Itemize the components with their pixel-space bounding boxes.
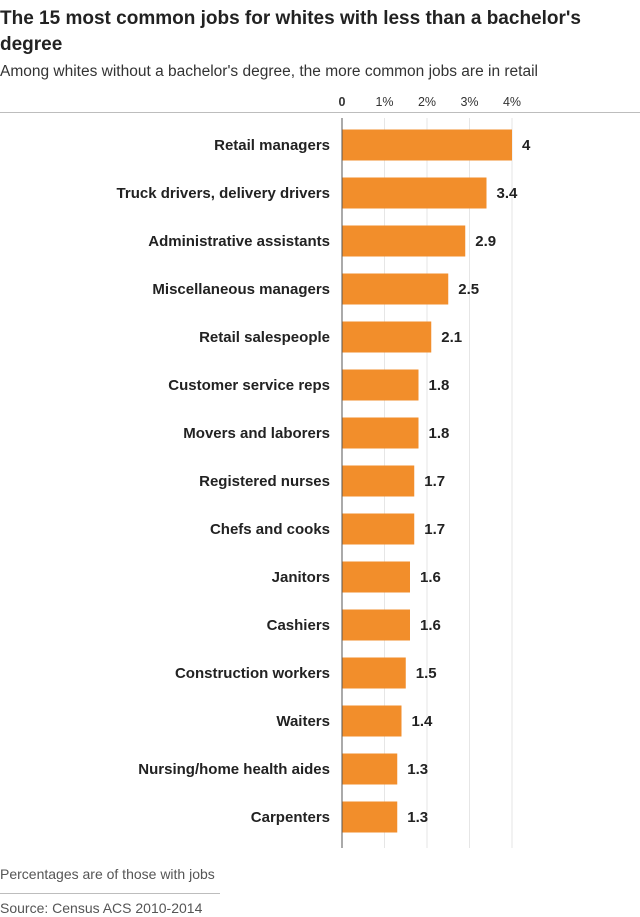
value-label: 1.6: [420, 617, 441, 634]
value-label: 1.5: [416, 665, 437, 682]
value-label: 1.7: [424, 473, 445, 490]
axis-top-rule: [0, 112, 640, 113]
category-label: Waiters: [276, 713, 330, 730]
chart-note: Percentages are of those with jobs: [0, 866, 215, 882]
value-labels: 4 3.4 2.9 2.5 2.1 1.8 1.8 1.7 1.7 1.6 1.6 1.5 1.4 1.3…: [407, 137, 531, 826]
bar: [342, 657, 406, 689]
category-label: Chefs and cooks: [210, 521, 330, 538]
category-label: Truck drivers, delivery drivers: [117, 185, 330, 202]
bar: [342, 609, 410, 641]
category-label: Nursing/home health aides: [138, 761, 330, 778]
bar: [342, 801, 398, 833]
value-label: 2.9: [475, 233, 496, 250]
category-label: Cashiers: [267, 617, 330, 634]
chart-subtitle: Among whites without a bachelor's degree…: [0, 63, 538, 80]
bars: [342, 129, 512, 833]
bar: [342, 753, 398, 785]
category-label: Administrative assistants: [148, 233, 330, 250]
category-label: Retail managers: [214, 137, 330, 154]
bar: [342, 177, 487, 209]
bar: [342, 561, 410, 593]
value-label: 2.5: [458, 281, 479, 298]
value-label: 3.4: [497, 185, 519, 202]
bar: [342, 705, 402, 737]
category-label: Retail salespeople: [199, 329, 330, 346]
category-label: Janitors: [272, 569, 330, 586]
x-tick-label: 0: [339, 95, 346, 109]
value-label: 1.6: [420, 569, 441, 586]
bar: [342, 417, 419, 449]
category-label: Miscellaneous managers: [152, 281, 330, 298]
category-label: Construction workers: [175, 665, 330, 682]
x-tick-label: 2%: [418, 95, 436, 109]
value-label: 4: [522, 137, 531, 154]
value-label: 1.3: [407, 809, 428, 826]
bar: [342, 513, 415, 545]
x-tick-label: 4%: [503, 95, 521, 109]
bar-chart: 0 1% 2% 3% 4% Retail managers Truck drivers, …: [117, 95, 531, 848]
x-axis-ticks: 0 1% 2% 3% 4%: [339, 95, 522, 109]
bar: [342, 321, 432, 353]
value-label: 1.3: [407, 761, 428, 778]
category-label: Movers and laborers: [183, 425, 330, 442]
value-label: 1.8: [429, 377, 450, 394]
value-label: 1.8: [429, 425, 450, 442]
value-label: 2.1: [441, 329, 462, 346]
value-label: 1.4: [412, 713, 434, 730]
bar: [342, 273, 449, 305]
category-labels: Retail managers Truck drivers, delivery d…: [117, 137, 330, 826]
bar: [342, 465, 415, 497]
chart-source: Source: Census ACS 2010-2014: [0, 900, 203, 916]
category-label: Registered nurses: [199, 473, 330, 490]
footer-rule: [0, 893, 220, 894]
value-label: 1.7: [424, 521, 445, 538]
chart-title: The 15 most common jobs for whites with …: [0, 8, 581, 55]
category-label: Carpenters: [251, 809, 330, 826]
x-tick-label: 3%: [460, 95, 478, 109]
x-tick-label: 1%: [375, 95, 393, 109]
bar: [342, 369, 419, 401]
bar: [342, 129, 512, 161]
bar: [342, 225, 466, 257]
category-label: Customer service reps: [168, 377, 330, 394]
